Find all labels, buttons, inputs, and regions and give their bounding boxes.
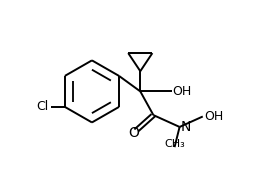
Text: Cl: Cl [36,100,49,113]
Text: CH₃: CH₃ [164,139,185,149]
Text: N: N [181,120,191,134]
Text: OH: OH [204,110,223,123]
Text: OH: OH [173,85,192,98]
Text: O: O [128,125,139,140]
